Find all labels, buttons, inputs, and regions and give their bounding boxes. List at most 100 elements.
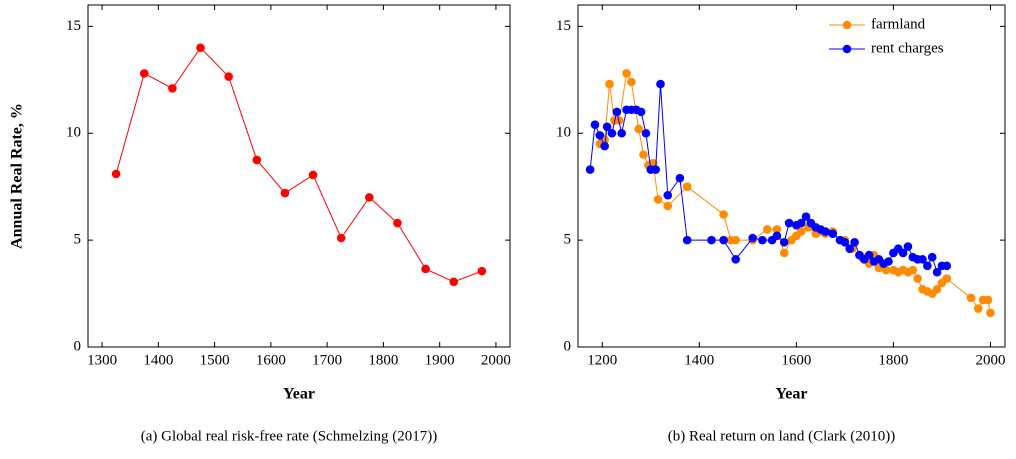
y-tick-label: 5 [74,232,82,248]
data-point [796,227,806,236]
data-point [796,218,806,228]
data-point [903,242,913,251]
data-point [801,212,811,221]
legend-label: rent charges [871,40,944,56]
data-point [600,141,609,151]
data-point [308,170,318,180]
data-point [942,261,952,271]
data-point [731,255,740,264]
data-point [913,274,922,283]
data-point [365,193,374,202]
data-point [918,255,927,264]
x-tick-label: 2000 [975,352,1005,368]
legend-marker [842,20,852,30]
x-tick-label: 1500 [200,352,230,368]
data-point [682,182,692,191]
data-point [719,235,728,245]
data-point [607,128,617,138]
data-point [663,201,673,211]
data-point [636,107,646,117]
data-point [168,84,177,93]
data-point [656,79,665,89]
data-point [932,267,942,277]
x-tick-label: 1600 [256,352,286,368]
x-axis-label: Year [776,386,808,403]
data-point [758,235,767,245]
data-point [821,227,830,236]
x-tick-label: 1800 [368,352,398,368]
data-point [731,235,740,245]
y-axis-label: Annual Real Rate, % [9,103,26,249]
data-point [627,77,636,87]
x-tick-label: 1200 [587,352,617,368]
data-point [280,188,290,198]
data-point [252,155,262,165]
series-line [599,71,991,313]
data-point [449,277,459,287]
data-point [983,295,993,305]
data-point [653,195,663,204]
data-point [639,150,648,159]
data-point [585,165,595,174]
data-point [393,218,402,228]
data-point [986,308,995,318]
y-tick-label: 15 [556,18,571,34]
x-axis-label: Year [283,386,315,403]
data-point [932,284,942,294]
x-tick-label: 2000 [481,352,511,368]
data-point [421,264,430,274]
data-point [927,252,937,262]
data-point [617,128,626,138]
data-point [966,293,976,303]
y-tick-label: 0 [74,338,82,354]
data-point [908,265,918,275]
data-point [612,107,622,117]
legend-marker [842,44,852,54]
x-tick-label: 1900 [425,352,455,368]
data-point [784,218,794,228]
data-point [595,131,605,140]
x-tick-label: 1400 [143,352,173,368]
data-point [898,248,908,258]
data-point [605,79,614,89]
data-point [707,235,716,245]
caption: (b) Real return on land (Clark (2010)) [668,428,895,444]
data-point [923,261,932,271]
caption: (a) Global real risk-free rate (Schmelzi… [141,428,438,444]
data-point [942,274,952,283]
data-point [828,229,838,239]
data-point [772,225,782,234]
data-point [196,43,205,53]
data-point [974,304,983,313]
y-tick-label: 5 [564,232,572,248]
data-point [675,173,685,183]
plot-frame [577,4,1006,348]
data-point [139,69,149,78]
data-point [719,210,728,219]
data-point [651,165,660,174]
y-tick-label: 10 [556,125,571,141]
data-point [663,190,673,200]
x-tick-label: 1700 [312,352,342,368]
data-point [111,169,121,179]
plot-frame [87,4,511,348]
data-point [850,237,859,247]
data-point [477,266,487,276]
data-point [748,233,757,243]
x-tick-label: 1600 [781,352,811,368]
x-tick-label: 1800 [878,352,908,368]
data-point [602,122,612,132]
y-tick-label: 0 [564,338,572,354]
data-point [840,237,850,247]
data-point [682,235,692,245]
data-point [762,225,772,234]
data-point [224,72,233,81]
y-tick-label: 15 [66,18,81,34]
y-tick-label: 10 [66,125,81,141]
series-line [115,46,483,283]
legend-label: farmland [871,16,926,32]
data-point [779,237,789,247]
data-point [622,69,631,78]
data-point [864,250,874,260]
